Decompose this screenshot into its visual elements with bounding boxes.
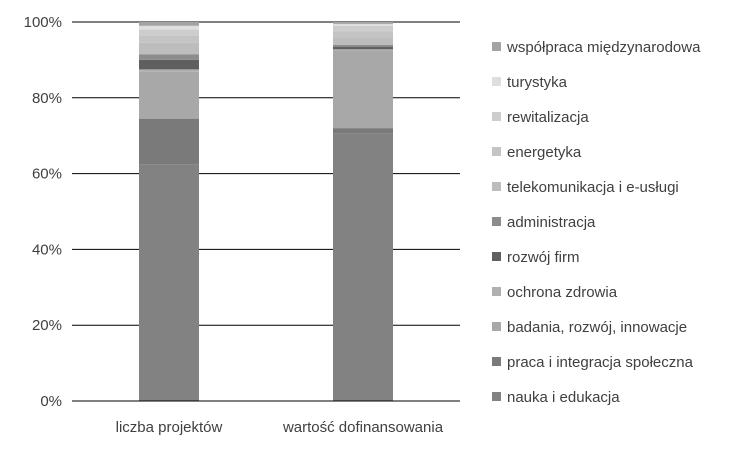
- bar-segment: [139, 22, 199, 26]
- bar-segment: [139, 118, 199, 165]
- legend-label: telekomunikacja i e-usługi: [507, 179, 679, 196]
- legend-item: badania, rozwój, innowacje: [492, 319, 687, 336]
- y-tick-label: 60%: [32, 166, 62, 183]
- legend-item: administracja: [492, 214, 596, 231]
- legend-swatch: [492, 357, 501, 366]
- legend-swatch: [492, 217, 501, 226]
- legend-swatch: [492, 77, 501, 86]
- legend-swatch: [492, 112, 501, 121]
- bar-segment: [333, 31, 393, 38]
- bar-segment: [139, 29, 199, 36]
- y-tick-label: 80%: [32, 90, 62, 107]
- bar-segment: [139, 35, 199, 43]
- legend-label: nauka i edukacja: [507, 389, 620, 406]
- legend-label: turystyka: [507, 74, 568, 91]
- bar-segment: [139, 59, 199, 70]
- y-tick-label: 40%: [32, 241, 62, 258]
- legend-swatch: [492, 147, 501, 156]
- legend-label: rozwój firm: [507, 249, 580, 266]
- legend-label: praca i integracja społeczna: [507, 354, 694, 371]
- bar-segment: [333, 44, 393, 48]
- legend-item: ochrona zdrowia: [492, 284, 618, 301]
- legend-swatch: [492, 42, 501, 51]
- legend-swatch: [492, 392, 501, 401]
- y-tick-label: 20%: [32, 317, 62, 334]
- legend-label: rewitalizacja: [507, 109, 589, 126]
- y-axis-tick-labels: 0% 20% 40% 60% 80% 100%: [24, 14, 62, 410]
- bar-segment: [333, 37, 393, 45]
- x-category-label: wartość dofinansowania: [282, 419, 444, 436]
- legend-label: energetyka: [507, 144, 582, 161]
- y-tick-label: 0%: [40, 393, 62, 410]
- legend-label: ochrona zdrowia: [507, 284, 618, 301]
- legend-label: współpraca międzynarodowa: [506, 39, 701, 56]
- bar-segment: [333, 49, 393, 51]
- bar-segment: [333, 23, 393, 26]
- legend-label: badania, rozwój, innowacje: [507, 319, 687, 336]
- bar-segment: [139, 69, 199, 72]
- legend-item: rewitalizacja: [492, 109, 589, 126]
- legend-item: współpraca międzynarodowa: [492, 39, 701, 56]
- legend-item: telekomunikacja i e-usługi: [492, 179, 679, 196]
- x-category-label: liczba projektów: [116, 419, 223, 436]
- bars: [139, 22, 393, 401]
- legend-item: praca i integracja społeczna: [492, 354, 694, 371]
- legend-item: turystyka: [492, 74, 568, 91]
- legend-swatch: [492, 252, 501, 261]
- bar-segment: [333, 25, 393, 32]
- legend-item: rozwój firm: [492, 249, 580, 266]
- bar-segment: [139, 164, 199, 401]
- legend: współpraca międzynarodowa turystyka rewita…: [492, 39, 701, 406]
- bar-segment: [333, 128, 393, 134]
- bar-segment: [139, 42, 199, 55]
- x-axis-category-labels: liczba projektów wartość dofinansowania: [116, 419, 444, 436]
- legend-swatch: [492, 322, 501, 331]
- bar-segment: [139, 71, 199, 119]
- bar-segment: [333, 50, 393, 129]
- legend-swatch: [492, 287, 501, 296]
- y-tick-label: 100%: [24, 14, 62, 31]
- gridlines: [72, 21, 460, 326]
- bar-segment: [333, 22, 393, 24]
- bar-segment: [333, 47, 393, 50]
- bar-segment: [333, 133, 393, 401]
- legend-swatch: [492, 182, 501, 191]
- bar-segment: [139, 54, 199, 60]
- bar-segment: [139, 25, 199, 30]
- legend-item: nauka i edukacja: [492, 389, 620, 406]
- legend-item: energetyka: [492, 144, 582, 161]
- legend-label: administracja: [507, 214, 596, 231]
